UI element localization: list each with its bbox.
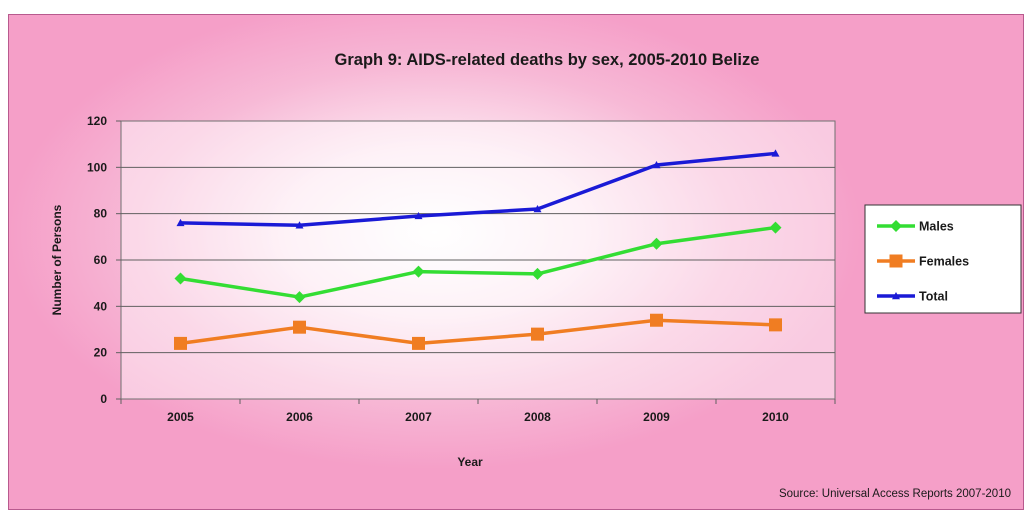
y-tick-label: 20 bbox=[94, 346, 108, 360]
x-tick-label: 2010 bbox=[762, 410, 789, 424]
legend-label: Total bbox=[919, 290, 948, 304]
data-point bbox=[174, 336, 187, 350]
data-point bbox=[531, 267, 544, 280]
data-point bbox=[412, 265, 425, 278]
series-females bbox=[174, 313, 782, 350]
x-tick-label: 2007 bbox=[405, 410, 432, 424]
chart-frame: Graph 9: AIDS-related deaths by sex, 200… bbox=[8, 14, 1024, 510]
y-axis-label: Number of Persons bbox=[50, 204, 64, 315]
data-point bbox=[174, 272, 187, 285]
series-males bbox=[174, 221, 782, 304]
data-point bbox=[771, 149, 780, 157]
x-tick-label: 2006 bbox=[286, 410, 313, 424]
data-point bbox=[295, 221, 304, 229]
series-line bbox=[180, 225, 776, 299]
data-point bbox=[652, 161, 661, 169]
y-tick-label: 60 bbox=[94, 253, 108, 267]
x-axis-label: Year bbox=[457, 455, 483, 469]
legend-marker bbox=[892, 292, 900, 300]
data-point bbox=[769, 318, 782, 332]
legend-marker bbox=[890, 220, 902, 232]
legend-item-males: Males bbox=[877, 220, 954, 234]
legend-marker bbox=[889, 254, 903, 268]
legend: Males Females Total bbox=[864, 204, 1022, 314]
chart-title: Graph 9: AIDS-related deaths by sex, 200… bbox=[335, 51, 760, 69]
data-point bbox=[531, 327, 544, 341]
y-tick-label: 100 bbox=[87, 160, 107, 174]
x-tick-label: 2008 bbox=[524, 410, 551, 424]
legend-label: Females bbox=[919, 255, 969, 269]
line-chart: Graph 9: AIDS-related deaths by sex, 200… bbox=[50, 51, 1022, 500]
series-line bbox=[180, 318, 776, 346]
series-line bbox=[180, 151, 776, 227]
data-point bbox=[293, 291, 306, 304]
x-tick-label: 2005 bbox=[167, 410, 194, 424]
legend-label: Males bbox=[919, 220, 954, 234]
data-point bbox=[414, 211, 423, 220]
data-point bbox=[412, 336, 425, 350]
y-tick-label: 80 bbox=[94, 207, 108, 221]
data-point bbox=[176, 218, 185, 227]
data-point bbox=[769, 221, 782, 234]
data-point bbox=[293, 320, 306, 334]
x-tick-label: 2009 bbox=[643, 410, 670, 424]
data-point bbox=[650, 237, 663, 250]
y-tick-label: 120 bbox=[87, 114, 107, 128]
data-point bbox=[533, 205, 542, 213]
y-tick-label: 40 bbox=[94, 299, 108, 313]
legend-item-total: Total bbox=[877, 290, 948, 304]
legend-item-females: Females bbox=[877, 254, 969, 269]
data-point bbox=[650, 313, 663, 327]
source-note: Source: Universal Access Reports 2007-20… bbox=[779, 488, 1011, 500]
series-total bbox=[176, 149, 780, 229]
y-tick-label: 0 bbox=[100, 392, 107, 406]
